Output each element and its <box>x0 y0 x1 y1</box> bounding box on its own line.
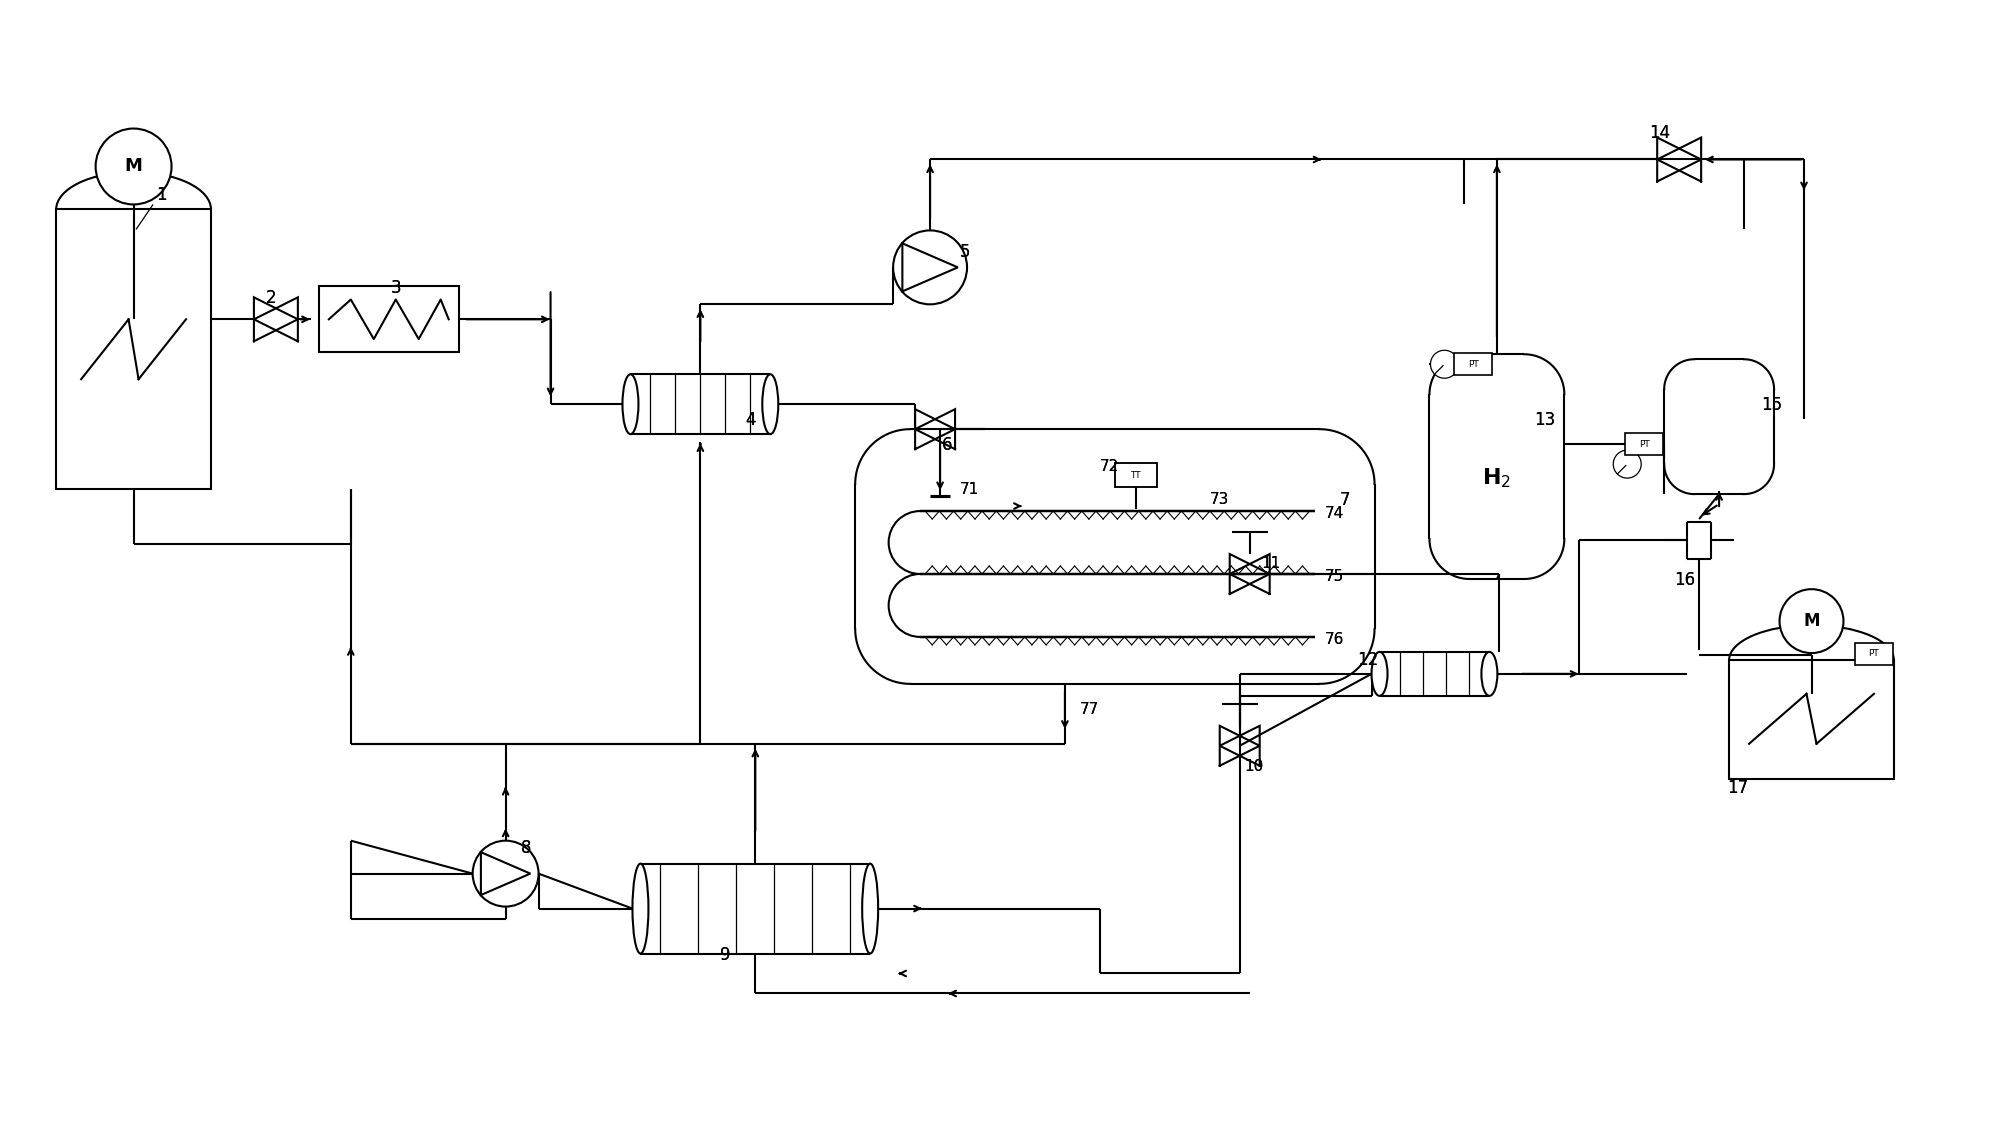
Text: 1: 1 <box>157 186 167 204</box>
Text: M: M <box>125 157 143 175</box>
Ellipse shape <box>623 374 639 435</box>
Text: 13: 13 <box>1535 411 1555 429</box>
Ellipse shape <box>1481 651 1497 695</box>
Text: 2: 2 <box>265 289 277 307</box>
Bar <box>56 210 211 489</box>
Text: 5: 5 <box>960 244 970 262</box>
Text: 77: 77 <box>1081 702 1099 717</box>
Text: 73: 73 <box>1209 492 1230 507</box>
Text: 14: 14 <box>1649 123 1669 141</box>
Text: 11: 11 <box>1262 555 1282 571</box>
Text: 76: 76 <box>1324 632 1344 647</box>
Circle shape <box>1613 450 1641 478</box>
Text: 76: 76 <box>1324 632 1344 647</box>
Circle shape <box>1780 589 1844 653</box>
Text: 5: 5 <box>960 244 970 262</box>
Text: 77: 77 <box>1081 702 1099 717</box>
Text: 9: 9 <box>721 945 731 963</box>
Bar <box>1854 642 1892 665</box>
Text: 75: 75 <box>1324 569 1344 584</box>
Text: H$_2$: H$_2$ <box>1483 466 1511 490</box>
Ellipse shape <box>761 374 777 435</box>
Circle shape <box>472 841 538 907</box>
Ellipse shape <box>633 864 649 954</box>
Text: 10: 10 <box>1246 759 1264 773</box>
Text: 71: 71 <box>960 482 978 497</box>
Text: 3: 3 <box>392 279 402 297</box>
Text: 13: 13 <box>1535 411 1555 429</box>
Text: 4: 4 <box>745 411 755 429</box>
Text: 7: 7 <box>1340 491 1350 509</box>
Text: 2: 2 <box>265 289 277 307</box>
Text: PT: PT <box>1469 360 1479 369</box>
Text: 17: 17 <box>1728 779 1748 797</box>
Circle shape <box>96 129 171 204</box>
Text: 75: 75 <box>1324 569 1344 584</box>
Text: 16: 16 <box>1673 571 1696 589</box>
Text: 15: 15 <box>1762 396 1782 414</box>
Text: 3: 3 <box>392 279 402 297</box>
Text: 14: 14 <box>1649 123 1669 141</box>
Text: 73: 73 <box>1209 492 1230 507</box>
Ellipse shape <box>862 864 878 954</box>
Text: 1: 1 <box>157 186 167 204</box>
Text: TT: TT <box>1131 471 1141 480</box>
Text: 6: 6 <box>942 436 952 454</box>
Text: 10: 10 <box>1246 759 1264 773</box>
Text: 74: 74 <box>1324 506 1344 522</box>
Text: 72: 72 <box>1099 460 1119 474</box>
Ellipse shape <box>1372 651 1388 695</box>
Bar <box>1730 660 1894 779</box>
Text: PT: PT <box>1639 439 1649 448</box>
Text: 11: 11 <box>1262 555 1282 571</box>
Text: 6: 6 <box>942 436 952 454</box>
Bar <box>1115 463 1157 487</box>
Text: 9: 9 <box>721 945 731 963</box>
Text: 4: 4 <box>745 411 755 429</box>
Text: 74: 74 <box>1324 506 1344 522</box>
Circle shape <box>894 230 966 305</box>
Text: M: M <box>1804 612 1820 630</box>
Text: 8: 8 <box>520 839 530 857</box>
Text: 12: 12 <box>1358 651 1378 668</box>
Text: 17: 17 <box>1728 779 1748 797</box>
Text: 8: 8 <box>520 839 530 857</box>
Text: 72: 72 <box>1099 460 1119 474</box>
Circle shape <box>1430 350 1459 378</box>
Text: 71: 71 <box>960 482 978 497</box>
Bar <box>1455 353 1493 375</box>
Text: 16: 16 <box>1673 571 1696 589</box>
Text: 7: 7 <box>1340 491 1350 509</box>
Bar <box>319 287 458 352</box>
Text: PT: PT <box>1868 649 1878 658</box>
Text: 15: 15 <box>1762 396 1782 414</box>
Bar <box>1625 434 1663 455</box>
Text: 12: 12 <box>1358 651 1378 668</box>
